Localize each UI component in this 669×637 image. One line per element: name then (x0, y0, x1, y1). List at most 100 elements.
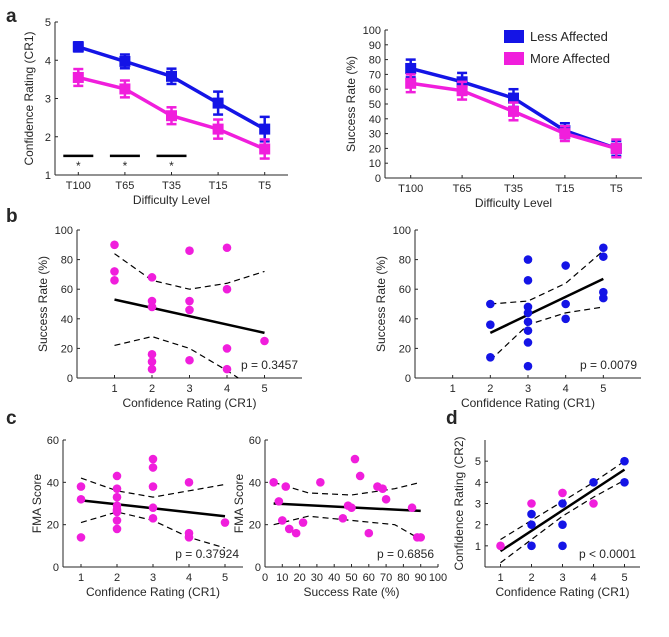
data-point (119, 83, 131, 95)
data-point (523, 338, 533, 347)
data-point (166, 70, 177, 82)
panel-letter-b: b (6, 206, 18, 227)
data-point (589, 499, 598, 508)
x-tick-label: 60 (363, 572, 375, 584)
data-point (184, 533, 194, 542)
data-point (523, 276, 533, 285)
y-tick-label: 20 (369, 143, 381, 155)
data-point (364, 528, 374, 538)
y-tick-label: 20 (61, 343, 73, 355)
x-tick-label: 10 (276, 572, 288, 584)
data-point (599, 293, 608, 303)
confidence-band (489, 306, 604, 361)
x-tick-label: 2 (528, 572, 534, 584)
significance-star: * (76, 159, 81, 173)
data-point (559, 128, 571, 140)
data-point (416, 533, 426, 542)
data-point (558, 488, 567, 498)
data-point (147, 357, 157, 367)
x-tick-label: T35 (162, 180, 181, 192)
x-tick-label: 5 (600, 383, 606, 395)
x-tick-label: 30 (311, 572, 323, 584)
confidence-band (500, 479, 625, 564)
data-point (298, 518, 308, 527)
p-value-label: p < 0.0001 (579, 547, 636, 561)
y-tick-label: 40 (61, 314, 73, 326)
x-tick-label: 5 (621, 572, 627, 584)
x-tick-label: 80 (397, 572, 409, 584)
y-tick-label: 80 (399, 255, 411, 267)
x-tick-label: 3 (559, 572, 565, 584)
regression-line (489, 277, 604, 334)
data-point (119, 55, 131, 67)
data-point (222, 243, 232, 253)
y-tick-label: 80 (369, 55, 381, 67)
x-tick-label: 1 (111, 383, 117, 395)
panel-b1: 0 20 40 60 80 100 1 2 3 4 5 Confidence Rating (CR1)… (36, 225, 302, 410)
x-tick-label: T15 (209, 180, 228, 192)
y-tick-label: 4 (475, 477, 481, 489)
data-point (405, 77, 417, 89)
data-point (523, 317, 533, 327)
x-tick-label: T100 (398, 183, 423, 195)
x-tick-label: 2 (114, 572, 120, 584)
panel-a2: 0 10 20 30 40 50 60 70 80 90 100 T100 T65 T35 T15 T5 Dif… (344, 25, 642, 210)
x-tick-label: T65 (453, 183, 472, 195)
y-tick-label: 1 (475, 541, 481, 553)
y-tick-label: 40 (249, 477, 261, 489)
data-point (112, 471, 122, 481)
p-value-label: p = 0.37924 (175, 547, 239, 561)
data-point (112, 524, 122, 534)
data-point (523, 326, 533, 335)
x-tick-label: 1 (450, 383, 456, 395)
y-tick-label: 100 (393, 225, 411, 237)
y-tick-label: 2 (475, 520, 481, 532)
y-tick-label: 10 (369, 158, 381, 170)
x-tick-label: T35 (504, 183, 523, 195)
data-point (147, 296, 157, 306)
y-tick-label: 60 (249, 435, 261, 447)
legend-swatch-more (504, 52, 524, 65)
y-axis-label: FMA Score (232, 474, 246, 534)
panel-letter-c: c (6, 408, 17, 429)
x-axis-label: Confidence Rating (CR1) (461, 396, 595, 410)
data-point (486, 320, 495, 330)
confidence-band (273, 481, 421, 496)
data-point (112, 484, 122, 493)
y-tick-label: 60 (47, 435, 59, 447)
y-tick-label: 100 (363, 25, 381, 37)
y-tick-label: 3 (475, 499, 481, 511)
data-point (508, 105, 519, 117)
data-point (527, 509, 536, 519)
data-point (527, 541, 536, 551)
data-point (72, 71, 84, 83)
data-point (407, 503, 417, 513)
data-point (147, 273, 157, 282)
data-point (269, 478, 278, 487)
data-point (620, 478, 629, 487)
data-point (76, 533, 86, 542)
data-point (110, 276, 119, 285)
y-tick-label: 40 (369, 114, 381, 126)
data-point (185, 305, 194, 315)
data-point (184, 478, 194, 487)
x-axis-label: Confidence Rating (CR1) (495, 585, 629, 599)
data-point (355, 471, 365, 481)
x-tick-label: 4 (590, 572, 596, 584)
data-point (76, 494, 86, 504)
y-tick-label: 30 (369, 129, 381, 141)
data-point (523, 255, 533, 264)
data-point (278, 516, 287, 525)
data-point (281, 482, 291, 491)
p-value-label: p = 0.3457 (241, 358, 298, 372)
data-point (610, 142, 622, 154)
data-point (148, 454, 158, 464)
y-tick-label: 50 (369, 99, 381, 111)
data-point (561, 314, 570, 324)
data-point (558, 541, 567, 551)
data-point (316, 478, 325, 487)
y-tick-label: 20 (249, 520, 261, 532)
data-point (212, 123, 224, 135)
data-point (599, 243, 608, 253)
regression-line (114, 298, 265, 335)
